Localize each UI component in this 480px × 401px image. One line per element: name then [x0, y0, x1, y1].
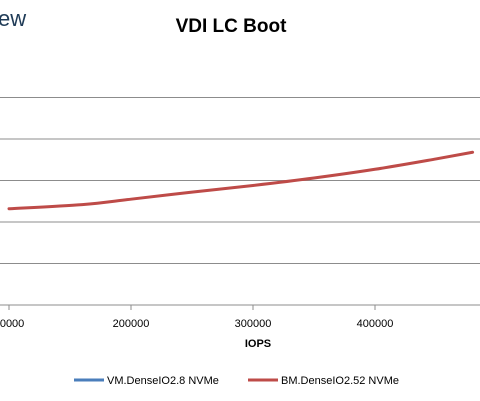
- gridlines: [0, 97, 480, 264]
- x-axis-label: IOPS: [245, 338, 271, 350]
- legend-label: BM.DenseIO2.52 NVMe: [281, 375, 399, 387]
- legend: VM.DenseIO2.8 NVMe BM.DenseIO2.52 NVMe: [74, 375, 399, 387]
- chart-title: VDI LC Boot: [176, 16, 287, 37]
- brand-fragment: ew: [0, 6, 26, 31]
- series-line-1: [7, 150, 475, 211]
- x-tick-labels: 00000 200000 300000 400000: [0, 305, 393, 330]
- x-tick-label: 200000: [113, 318, 150, 330]
- x-tick-label: 300000: [235, 318, 272, 330]
- legend-label: VM.DenseIO2.8 NVMe: [107, 375, 219, 387]
- x-tick-label: 00000: [0, 318, 24, 330]
- x-tick-label: 400000: [357, 318, 394, 330]
- series-lines: [7, 150, 475, 211]
